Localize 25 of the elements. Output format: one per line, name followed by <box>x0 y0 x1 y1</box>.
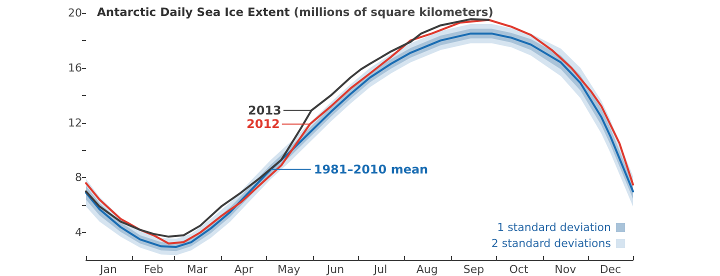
x-tick-label: Jan <box>99 263 118 276</box>
x-tick-label: Dec <box>600 263 622 276</box>
x-tick-label: Apr <box>234 263 254 276</box>
legend-label: 2 standard deviations <box>491 237 612 250</box>
y-tick-label: 8 <box>75 171 82 184</box>
legend-label: 2012 <box>246 117 280 132</box>
y-tick-label: 4 <box>75 226 82 240</box>
y-tick-label: 20 <box>68 6 82 20</box>
x-tick-label: Nov <box>554 263 577 276</box>
legend-label: 2013 <box>248 103 282 118</box>
x-tick-label: Aug <box>416 263 438 276</box>
line-series <box>85 18 490 238</box>
chart-title: Antarctic Daily Sea Ice Extent <box>97 5 290 19</box>
x-tick-label: Sep <box>463 263 484 276</box>
y-tick-label: 12 <box>68 116 82 130</box>
x-tick-label: Mar <box>186 263 208 276</box>
x-tick-label: Jun <box>326 263 344 276</box>
x-tick-label: May <box>277 263 301 276</box>
y-tick-label: 16 <box>68 61 82 74</box>
x-tick-label: Jul <box>372 263 388 276</box>
y-axis-title: (millions of square kilometers) <box>290 5 494 19</box>
x-tick-label: Oct <box>509 263 529 276</box>
text: 1981–2010 mean <box>314 162 428 176</box>
legend-label: 1 standard deviation <box>497 221 612 234</box>
x-tick-label: Feb <box>144 263 164 276</box>
